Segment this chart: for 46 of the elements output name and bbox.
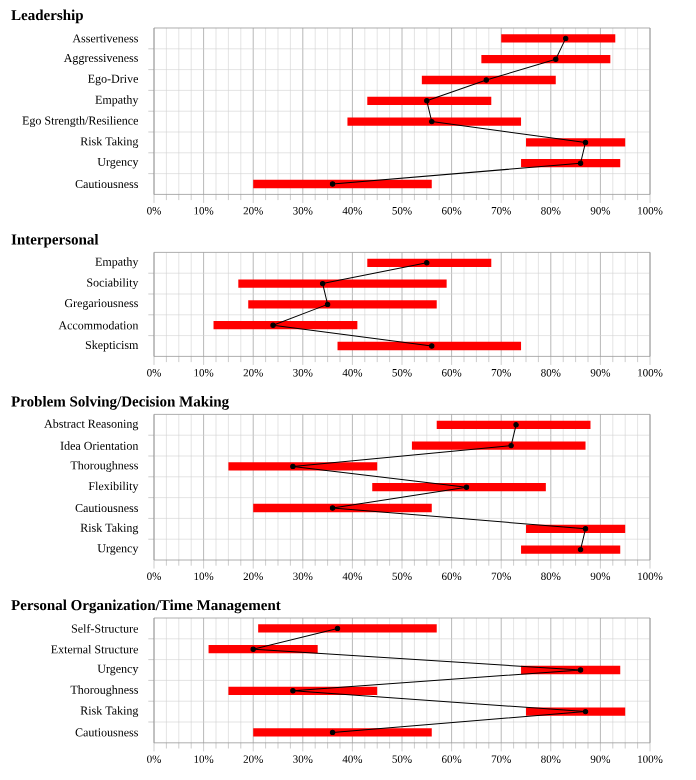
point — [290, 688, 296, 694]
point — [424, 260, 430, 266]
point — [513, 422, 519, 428]
bar — [228, 462, 378, 471]
bar — [238, 279, 447, 288]
point — [553, 56, 559, 62]
bar — [248, 300, 437, 309]
bar — [367, 258, 492, 267]
point — [582, 526, 589, 532]
point — [270, 322, 276, 328]
point — [424, 98, 430, 104]
bar — [337, 341, 522, 351]
point — [483, 77, 490, 83]
point — [582, 708, 589, 715]
bar — [253, 728, 432, 737]
bar — [421, 75, 556, 85]
bar — [213, 321, 358, 330]
point — [329, 729, 336, 736]
point — [329, 505, 336, 511]
bar — [258, 624, 437, 633]
bar — [481, 55, 611, 64]
bar — [501, 34, 616, 43]
point — [429, 343, 435, 349]
point — [250, 646, 256, 652]
point — [577, 667, 584, 673]
point — [324, 301, 331, 308]
point — [582, 139, 589, 146]
bar — [372, 483, 546, 492]
point — [319, 280, 326, 287]
bar — [253, 179, 432, 189]
bar — [347, 117, 522, 126]
point — [508, 442, 514, 449]
bar — [367, 96, 492, 105]
point — [463, 484, 470, 490]
point — [329, 181, 336, 187]
bar — [436, 420, 591, 429]
point — [562, 35, 569, 42]
bar — [521, 545, 621, 554]
bar — [526, 138, 626, 147]
point — [334, 625, 341, 632]
bar — [253, 503, 432, 513]
point — [290, 463, 296, 470]
point — [429, 118, 435, 125]
point — [577, 160, 584, 166]
point — [577, 546, 584, 553]
bar — [411, 441, 586, 450]
